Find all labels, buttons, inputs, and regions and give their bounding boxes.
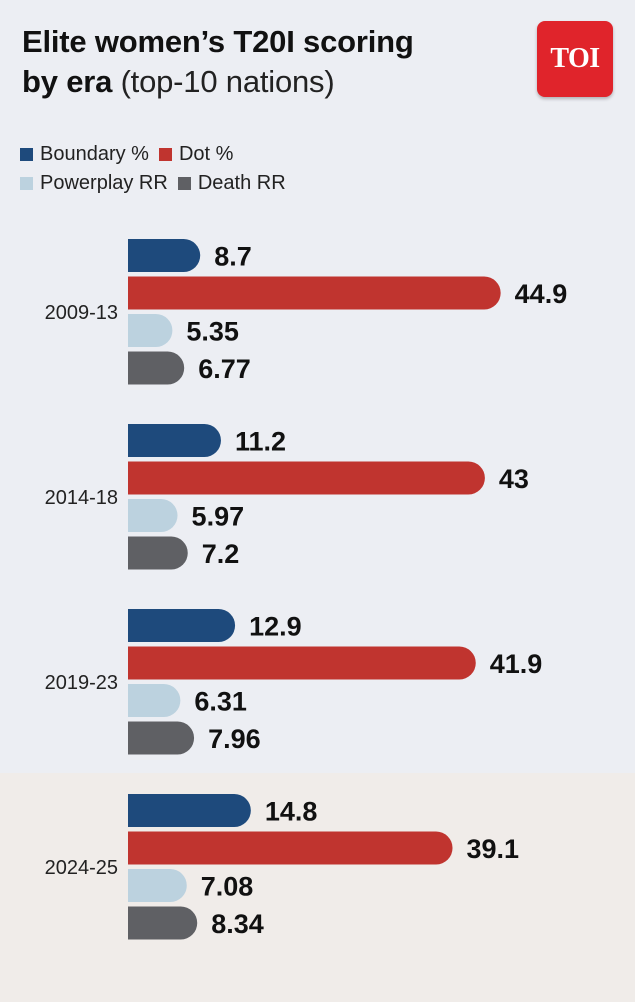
value-label-powerplay-rr-2019-23: 6.31 [194, 687, 247, 717]
value-label-dot-2014-18: 43 [499, 464, 529, 494]
legend-row-2: Powerplay RR Death RR [20, 172, 296, 195]
latest-era-highlight [0, 773, 635, 1002]
bar-boundary-2024-25 [128, 794, 251, 827]
bar-powerplay-rr-2019-23 [128, 684, 181, 717]
bar-powerplay-rr-2014-18 [128, 499, 178, 532]
value-label-boundary-2009-13: 8.7 [214, 242, 252, 272]
bar-boundary-2014-18 [128, 424, 221, 457]
bar-boundary-2019-23 [128, 609, 236, 642]
title-line-1: Elite women’s T20I scoring [22, 24, 414, 59]
value-label-powerplay-rr-2009-13: 5.35 [186, 317, 239, 347]
legend-label-powerplay: Powerplay RR [40, 172, 168, 194]
title-subtitle: (top-10 nations) [120, 64, 335, 99]
bar-dot-2014-18 [128, 461, 485, 495]
bar-boundary-2009-13 [128, 239, 201, 272]
legend-label-boundary: Boundary % [40, 143, 149, 165]
legend-swatch-death [177, 177, 191, 190]
value-label-death-rr-2024-25: 8.34 [211, 909, 264, 939]
legend-item-dot: Dot % [158, 143, 234, 166]
legend-item-powerplay: Powerplay RR [20, 172, 168, 195]
value-label-dot-2019-23: 41.9 [490, 649, 543, 679]
legend-item-death: Death RR [177, 172, 286, 195]
legend-label-dot: Dot % [178, 143, 234, 165]
bar-powerplay-rr-2009-13 [128, 314, 173, 347]
value-label-powerplay-rr-2014-18: 5.97 [192, 502, 245, 532]
bar-dot-2019-23 [128, 646, 476, 680]
value-label-boundary-2019-23: 12.9 [249, 612, 302, 642]
chart-title: Elite women’s T20I scoring by era (top-1… [22, 22, 542, 102]
bar-dot-2024-25 [128, 831, 453, 865]
category-label-2019-23: 2019-23 [45, 672, 118, 694]
category-label-2024-25: 2024-25 [45, 857, 118, 879]
legend-label-death: Death RR [197, 172, 286, 194]
value-label-powerplay-rr-2024-25: 7.08 [201, 872, 254, 902]
bar-death-rr-2019-23 [128, 721, 195, 755]
legend-swatch-powerplay [20, 177, 33, 190]
legend-swatch-dot [158, 148, 172, 161]
value-label-dot-2009-13: 44.9 [515, 279, 568, 309]
value-label-death-rr-2014-18: 7.2 [202, 539, 240, 569]
bar-death-rr-2024-25 [128, 906, 198, 940]
category-label-2009-13: 2009-13 [45, 302, 118, 324]
bar-death-rr-2009-13 [128, 351, 185, 385]
bar-death-rr-2014-18 [128, 536, 188, 570]
title-line-2: by era [22, 64, 113, 99]
legend-row-1: Boundary % Dot % [20, 143, 243, 166]
bar-dot-2009-13 [128, 276, 501, 310]
toi-logo: TOI [537, 21, 613, 97]
legend-item-boundary: Boundary % [20, 143, 149, 166]
legend-swatch-boundary [20, 148, 33, 161]
logo-text: TOI [550, 43, 600, 74]
bar-powerplay-rr-2024-25 [128, 869, 187, 902]
value-label-dot-2024-25: 39.1 [467, 834, 520, 864]
category-label-2014-18: 2014-18 [45, 487, 118, 509]
value-label-death-rr-2019-23: 7.96 [208, 724, 261, 754]
value-label-boundary-2014-18: 11.2 [235, 427, 286, 457]
value-label-death-rr-2009-13: 6.77 [198, 354, 251, 384]
value-label-boundary-2024-25: 14.8 [265, 797, 318, 827]
